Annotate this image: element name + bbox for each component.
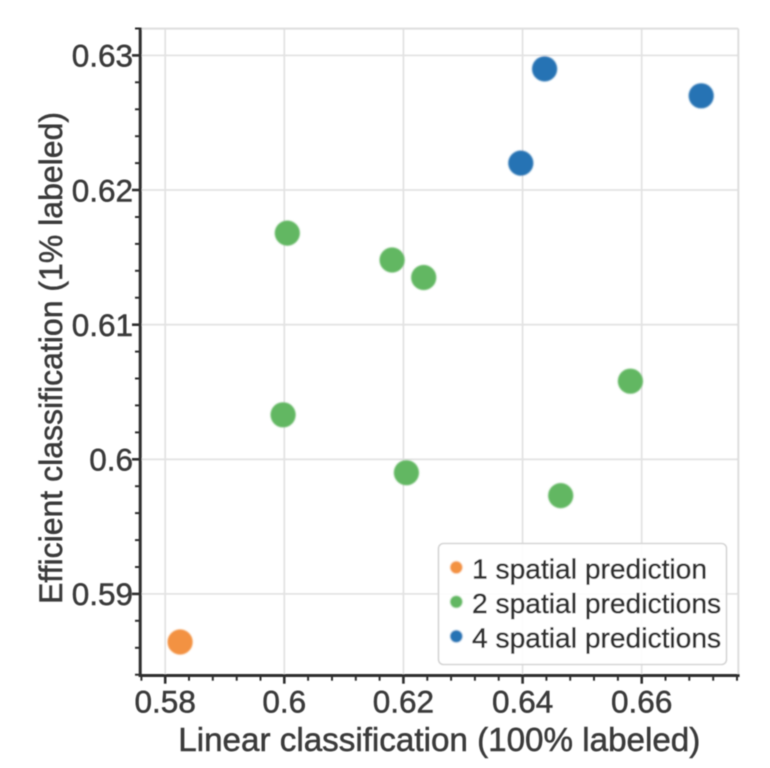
svg-text:2 spatial predictions: 2 spatial predictions [472,587,721,619]
svg-text:0.58: 0.58 [135,684,196,720]
svg-text:0.66: 0.66 [611,684,672,720]
svg-text:0.6: 0.6 [89,442,133,478]
svg-text:0.63: 0.63 [72,38,133,74]
svg-text:Linear classification (100% la: Linear classification (100% labeled) [178,722,700,759]
svg-text:0.61: 0.61 [72,307,133,343]
svg-text:1 spatial prediction: 1 spatial prediction [472,553,707,585]
svg-text:0.6: 0.6 [262,684,306,720]
svg-text:0.62: 0.62 [373,684,434,720]
svg-text:0.62: 0.62 [72,172,133,208]
svg-text:4 spatial predictions: 4 spatial predictions [472,622,721,654]
svg-text:0.64: 0.64 [492,684,553,720]
svg-text:0.59: 0.59 [72,576,133,612]
svg-text:Efficient classification (1% l: Efficient classification (1% labeled) [33,112,69,604]
